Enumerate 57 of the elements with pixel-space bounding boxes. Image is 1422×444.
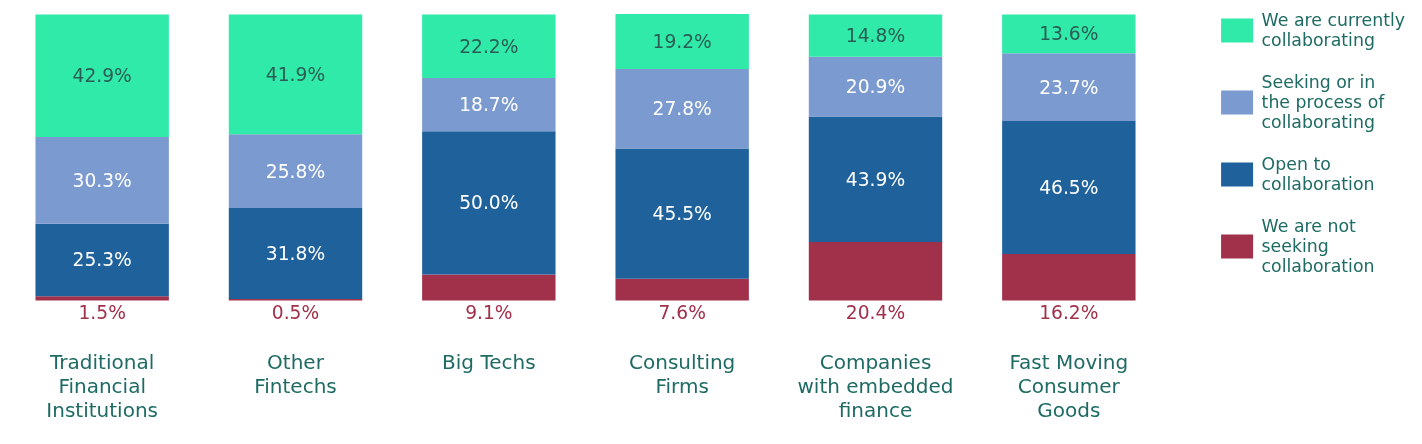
data-label: 13.6%: [1039, 23, 1099, 45]
x-tick-label: Companies with embedded finance: [797, 349, 954, 422]
bar: [35, 223, 169, 297]
data-label: 16.2%: [1039, 302, 1099, 324]
data-label: 19.2%: [652, 31, 712, 53]
legend-label: We are not seeking collaboration: [1261, 216, 1375, 276]
data-label: 25.3%: [72, 249, 132, 271]
bar: [422, 274, 556, 301]
bar: [35, 14, 169, 138]
data-label: 50.0%: [459, 192, 519, 214]
x-tick-label: Big Techs: [442, 349, 536, 374]
data-label: 20.4%: [845, 302, 906, 324]
x-tick-label: Other Fintechs: [254, 349, 337, 398]
data-label: 41.9%: [265, 63, 326, 85]
bar: [422, 14, 556, 78]
bar: [228, 134, 363, 209]
bar: [422, 77, 556, 132]
bar: [615, 14, 749, 70]
data-label: 14.8%: [845, 25, 906, 47]
data-label: 43.9%: [845, 168, 906, 190]
data-label: 0.5%: [271, 302, 320, 324]
data-label: 22.2%: [459, 35, 519, 57]
data-label: 27.8%: [652, 98, 712, 120]
legend-label: Open to collaboration: [1261, 154, 1375, 194]
data-label: 42.9%: [72, 65, 132, 87]
bar: [808, 116, 943, 243]
data-label: 20.9%: [845, 76, 906, 98]
data-label: 18.7%: [459, 94, 519, 116]
data-label: 45.5%: [652, 203, 712, 225]
bar: [35, 296, 169, 301]
bar: [615, 148, 749, 279]
data-label: 1.5%: [78, 302, 126, 324]
bar: [422, 131, 556, 275]
bar: [1002, 53, 1136, 122]
bar: [228, 14, 363, 135]
data-label: 46.5%: [1039, 177, 1099, 199]
bar: [35, 137, 169, 224]
bar: [808, 14, 943, 57]
bar: [1002, 14, 1136, 54]
bar: [615, 69, 749, 149]
bar: [808, 56, 943, 117]
bar: [228, 208, 363, 299]
data-label: 25.8%: [265, 160, 326, 182]
data-label: 9.1%: [465, 302, 513, 324]
bar: [615, 278, 749, 301]
legend-label: Seeking or in the process of collaborating: [1261, 72, 1385, 132]
x-tick-label: Traditional Financial Institutions: [46, 349, 158, 422]
x-tick-label: Fast Moving Consumer Goods: [1009, 349, 1129, 422]
data-label: 31.8%: [265, 243, 326, 265]
data-label: 23.7%: [1039, 76, 1099, 98]
data-label: 30.3%: [72, 169, 132, 191]
bar: [1002, 254, 1136, 301]
bar: [1002, 121, 1136, 255]
x-tick-label: Consulting Firms: [629, 349, 736, 398]
data-label: 7.6%: [658, 302, 706, 324]
bar: [808, 242, 943, 301]
legend-label: We are currently collaborating: [1261, 10, 1405, 50]
